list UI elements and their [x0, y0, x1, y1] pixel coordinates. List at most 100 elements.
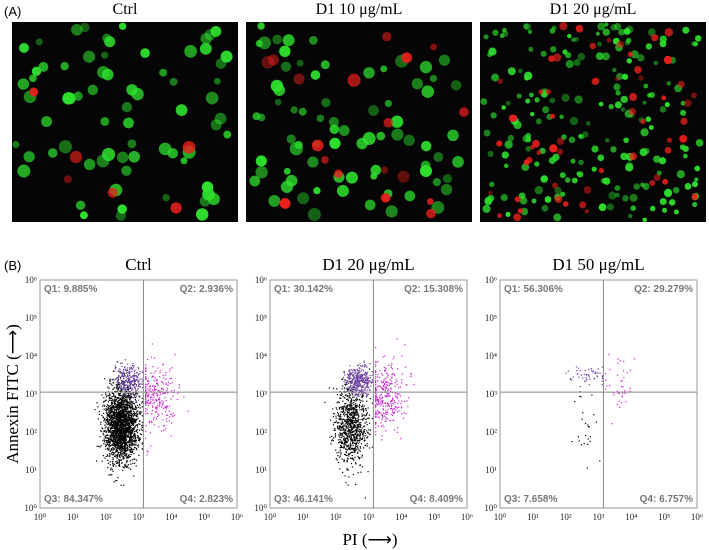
event	[106, 421, 108, 423]
event	[575, 366, 578, 368]
event	[131, 405, 133, 407]
event	[394, 392, 397, 394]
live-cell	[682, 26, 690, 34]
event	[356, 413, 358, 415]
event	[114, 445, 117, 448]
event	[109, 441, 111, 443]
event	[129, 433, 131, 436]
event	[134, 374, 136, 377]
live-cell	[502, 30, 509, 37]
event	[109, 464, 111, 466]
event	[133, 370, 136, 373]
event	[124, 366, 126, 369]
event	[130, 389, 133, 392]
event	[116, 411, 118, 413]
event	[121, 374, 123, 376]
event	[120, 439, 122, 441]
event	[133, 395, 135, 397]
event	[365, 379, 367, 382]
event	[110, 419, 112, 422]
event	[141, 380, 143, 382]
event	[107, 422, 109, 424]
dead-cell	[579, 201, 587, 209]
dead-cell	[382, 32, 392, 42]
event	[394, 401, 396, 404]
event	[109, 382, 111, 384]
event	[116, 453, 119, 456]
event	[355, 388, 357, 390]
event	[108, 423, 111, 425]
event	[126, 447, 128, 449]
event	[401, 407, 403, 409]
event	[353, 413, 355, 415]
event	[145, 369, 147, 372]
event	[129, 426, 131, 428]
event	[569, 378, 572, 380]
event	[114, 436, 116, 438]
event	[128, 431, 130, 433]
event	[342, 407, 344, 410]
event	[357, 430, 360, 432]
event	[348, 395, 351, 397]
event	[117, 388, 120, 390]
event	[140, 428, 142, 430]
event	[350, 404, 353, 406]
event	[148, 402, 150, 404]
event	[115, 450, 117, 452]
event	[363, 430, 365, 432]
event	[346, 398, 348, 400]
event	[353, 387, 355, 389]
event	[330, 443, 332, 445]
live-cell	[601, 52, 610, 61]
event	[349, 433, 352, 435]
event	[109, 444, 111, 446]
event	[347, 418, 349, 420]
event	[588, 384, 590, 386]
event	[122, 376, 124, 378]
event	[121, 365, 123, 368]
event	[352, 399, 354, 401]
event	[98, 413, 101, 416]
event	[110, 469, 112, 471]
event	[382, 374, 384, 376]
event	[344, 437, 347, 440]
event	[129, 369, 131, 371]
event	[153, 372, 155, 374]
event	[117, 408, 119, 411]
event	[358, 458, 361, 460]
event	[120, 403, 122, 405]
event	[406, 384, 408, 386]
event	[122, 375, 124, 377]
event	[116, 439, 119, 441]
event	[360, 378, 362, 380]
event	[131, 444, 133, 447]
event	[386, 387, 388, 389]
event	[385, 386, 387, 388]
event	[122, 420, 124, 422]
event	[130, 382, 132, 384]
event	[120, 453, 122, 455]
event	[133, 414, 136, 416]
event	[347, 420, 349, 422]
event	[124, 390, 126, 392]
event	[341, 446, 344, 449]
event	[361, 456, 363, 458]
event	[343, 427, 345, 430]
event	[353, 409, 355, 412]
event	[118, 422, 120, 425]
event	[357, 377, 359, 379]
event	[110, 430, 112, 432]
event	[339, 427, 341, 429]
live-cell	[523, 23, 532, 31]
event	[113, 413, 115, 415]
event	[356, 373, 358, 376]
event	[119, 399, 121, 401]
event	[334, 434, 337, 436]
event	[341, 407, 343, 409]
event	[107, 427, 110, 429]
event	[343, 372, 345, 374]
x-tick-label: 10⁰	[34, 512, 47, 522]
event	[353, 369, 355, 371]
event	[123, 424, 125, 426]
event	[359, 447, 361, 449]
